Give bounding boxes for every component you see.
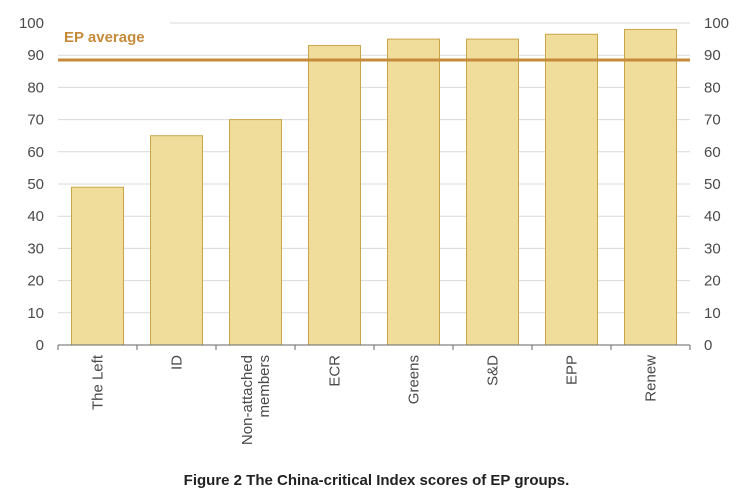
- y-axis-right-ticks: 0 10 20 30 40 50 60 70 80 90 100: [704, 15, 729, 354]
- x-tick-label-text: EPP: [564, 355, 581, 385]
- bar-renew: [624, 28, 677, 346]
- y-tick-right: 50: [704, 176, 721, 193]
- x-tick-label: ECR: [327, 355, 344, 387]
- y-tick-right: 20: [704, 273, 721, 290]
- y-tick-right: 10: [704, 305, 721, 322]
- bar-s-d: [466, 38, 519, 346]
- y-tick-left: 80: [27, 79, 44, 96]
- figure-caption: Figure 2 The China-critical Index scores…: [183, 472, 570, 489]
- x-axis-labels: The Left ID Non-attachedmembers ECR Greens S&…: [90, 354, 660, 445]
- y-tick-left: 30: [27, 240, 44, 257]
- bar-the-left: [71, 186, 124, 346]
- y-tick-right: 100: [704, 15, 729, 32]
- y-tick-left: 100: [19, 15, 44, 32]
- y-tick-right: 30: [704, 240, 721, 257]
- x-tick-label: Greens: [406, 355, 423, 404]
- x-tick-label-text: Non-attachedmembers: [239, 355, 273, 445]
- x-tick-label-text: ECR: [327, 355, 344, 387]
- x-tick-label: S&D: [485, 355, 502, 386]
- y-tick-right: 60: [704, 144, 721, 161]
- y-tick-right: 0: [704, 337, 712, 354]
- y-tick-right: 40: [704, 208, 721, 225]
- x-tick-label-text: The Left: [90, 354, 107, 410]
- y-tick-left: 20: [27, 273, 44, 290]
- x-tick-label-text: Renew: [643, 355, 660, 402]
- x-tick-label: Renew: [643, 355, 660, 402]
- y-tick-left: 10: [27, 305, 44, 322]
- y-axis-left-ticks: 0 10 20 30 40 50 60 70 80 90 100: [19, 15, 44, 354]
- x-tick-label: The Left: [90, 354, 107, 410]
- bar-epp: [545, 33, 598, 346]
- y-tick-left: 90: [27, 47, 44, 64]
- y-tick-right: 90: [704, 47, 721, 64]
- average-label: EP average: [64, 29, 145, 46]
- axes: [57, 344, 691, 350]
- y-tick-left: 40: [27, 208, 44, 225]
- x-tick-label: ID: [169, 355, 186, 370]
- bars: [71, 28, 677, 346]
- x-tick-label: EPP: [564, 355, 581, 385]
- x-tick-label: Non-attachedmembers: [239, 355, 273, 445]
- bar-chart: 0 10 20 30 40 50 60 70 80 90 100 0 10 20 30 40 50 60 70 80…: [19, 15, 729, 445]
- y-tick-right: 70: [704, 112, 721, 129]
- bar-id: [150, 135, 203, 346]
- average-reference: EP average: [58, 29, 690, 62]
- y-tick-left: 50: [27, 176, 44, 193]
- bar-ecr: [308, 45, 361, 346]
- x-tick-label-text: S&D: [485, 355, 502, 386]
- y-tick-left: 0: [36, 337, 44, 354]
- y-tick-left: 70: [27, 112, 44, 129]
- bar-greens: [387, 38, 440, 346]
- bar-non-attached-members: [229, 119, 282, 346]
- y-tick-left: 60: [27, 144, 44, 161]
- y-tick-right: 80: [704, 79, 721, 96]
- x-tick-label-text: Greens: [406, 355, 423, 404]
- x-tick-label-text: ID: [169, 355, 186, 370]
